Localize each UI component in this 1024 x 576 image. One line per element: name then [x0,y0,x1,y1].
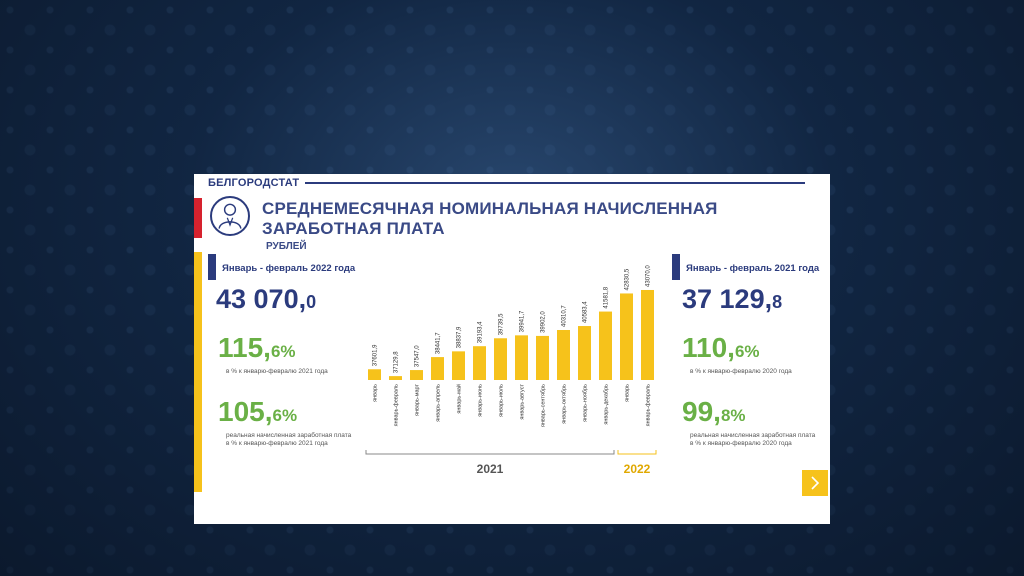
chart-bars: 37601,9 январь 37129,8 январь-февраль 37547,… [365,265,657,476]
category-tick-label: январь-май [456,384,463,414]
category-tick-label: январь-июль [499,384,505,417]
bar-value-label: 40583,4 [583,301,589,323]
left-period-marker [208,254,216,280]
right-real-note: реальная начисленная заработная плата в … [690,432,830,448]
group-bracket [365,450,615,455]
right-real-value: 99,8% [682,396,746,428]
accent-yellow-bar [194,252,202,492]
header-line [305,182,805,184]
category-tick-label: январь-февраль [646,384,652,427]
bar-value-label: 39941,7 [520,310,526,332]
bar [494,338,507,380]
bar [515,335,528,380]
category-tick-label: январь-ноябрь [583,384,589,422]
bar-value-label: 39902,0 [541,311,547,333]
category-tick-label: январь [625,384,631,402]
left-growth-note: в % к январю-февралю 2021 года [226,368,328,375]
group-label: 2021 [477,462,504,476]
left-growth-value: 115,6% [218,332,296,364]
bar [641,289,654,380]
category-tick-label: январь-сентябрь [541,384,547,427]
right-growth-value: 110,6% [682,332,760,364]
right-real-dec: 8% [720,406,746,425]
left-growth-int: 115, [218,332,271,363]
left-real-note-line-2: в % к январю-февралю 2021 года [226,440,328,447]
left-real-note-line-1: реальная начисленная заработная плата [226,432,352,439]
bar-value-label: 43070,0 [646,265,652,287]
worker-icon [210,196,250,236]
category-tick-label: январь-июнь [478,384,484,417]
bar [599,311,612,380]
right-real-note-line-2: в % к январю-февралю 2020 года [690,440,792,447]
right-growth-int: 110, [682,332,735,363]
next-slide-button[interactable] [802,470,828,496]
bar-value-label: 40310,7 [562,305,568,327]
right-growth-dec: 6% [734,342,760,361]
title-line-2: ЗАРАБОТНАЯ ПЛАТА [262,219,445,238]
bar [473,346,486,380]
bar-value-label: 38837,9 [457,326,463,348]
bar [368,369,381,380]
bar [431,357,444,380]
page-title: СРЕДНЕМЕСЯЧНАЯ НОМИНАЛЬНАЯ НАЧИСЛЕННАЯ З… [262,199,742,239]
right-period-marker [672,254,680,280]
left-real-dec: 6% [272,406,298,425]
bar-value-label: 37129,8 [394,351,400,373]
bar [557,329,570,380]
bar-value-label: 41581,8 [604,286,610,308]
left-growth-dec: 6% [270,342,296,361]
category-tick-label: январь-февраль [394,384,400,427]
bar [578,326,591,380]
bar-value-label: 42830,5 [625,268,631,290]
category-tick-label: январь-октябрь [562,384,568,424]
left-real-value: 105,6% [218,396,297,428]
left-main-value-dec: 0 [306,292,317,312]
left-real-note: реальная начисленная заработная плата в … [226,432,376,448]
category-tick-label: январь-апрель [436,384,442,422]
category-tick-label: январь-март [415,384,421,416]
bar-value-label: 39193,4 [478,321,484,343]
category-tick-label: январь-август [520,384,526,420]
chevron-right-icon [811,476,820,490]
group-label: 2022 [624,462,651,476]
right-period-label: Январь - февраль 2021 года [686,263,820,274]
right-main-value: 37 129,8 [682,284,782,315]
salary-bar-chart: 37601,9 январь 37129,8 январь-февраль 37547,… [365,265,657,476]
right-real-note-line-1: реальная начисленная заработная плата [690,432,816,439]
right-growth-note: в % к январю-февралю 2020 года [690,368,792,375]
accent-red-bar [194,198,202,238]
left-real-int: 105, [218,396,273,427]
bar [452,351,465,380]
bar [620,293,633,380]
bar [389,376,402,380]
units-label: РУБЛЕЙ [266,241,307,252]
brand-name: БЕЛГОРОДСТАТ [208,177,300,189]
slide: БЕЛГОРОДСТАТ СРЕДНЕМЕСЯЧНАЯ НОМИНАЛЬНАЯ … [194,174,830,524]
left-period-label: Январь - февраль 2022 года [222,263,356,274]
bar [410,370,423,380]
right-real-int: 99, [682,396,721,427]
category-tick-label: январь [373,384,379,402]
bar-value-label: 39739,5 [499,313,505,335]
category-tick-label: январь-декабрь [604,384,610,425]
bar-value-label: 37601,9 [373,344,379,366]
right-main-value-int: 37 129, [682,284,773,314]
right-main-value-dec: 8 [772,292,783,312]
bar-value-label: 37547,0 [415,345,421,367]
left-main-value: 43 070,0 [216,284,316,315]
bar [536,335,549,380]
group-bracket [617,450,657,455]
bar-value-label: 38441,7 [436,332,442,354]
left-main-value-int: 43 070, [216,284,307,314]
title-line-1: СРЕДНЕМЕСЯЧНАЯ НОМИНАЛЬНАЯ НАЧИСЛЕННАЯ [262,199,718,218]
